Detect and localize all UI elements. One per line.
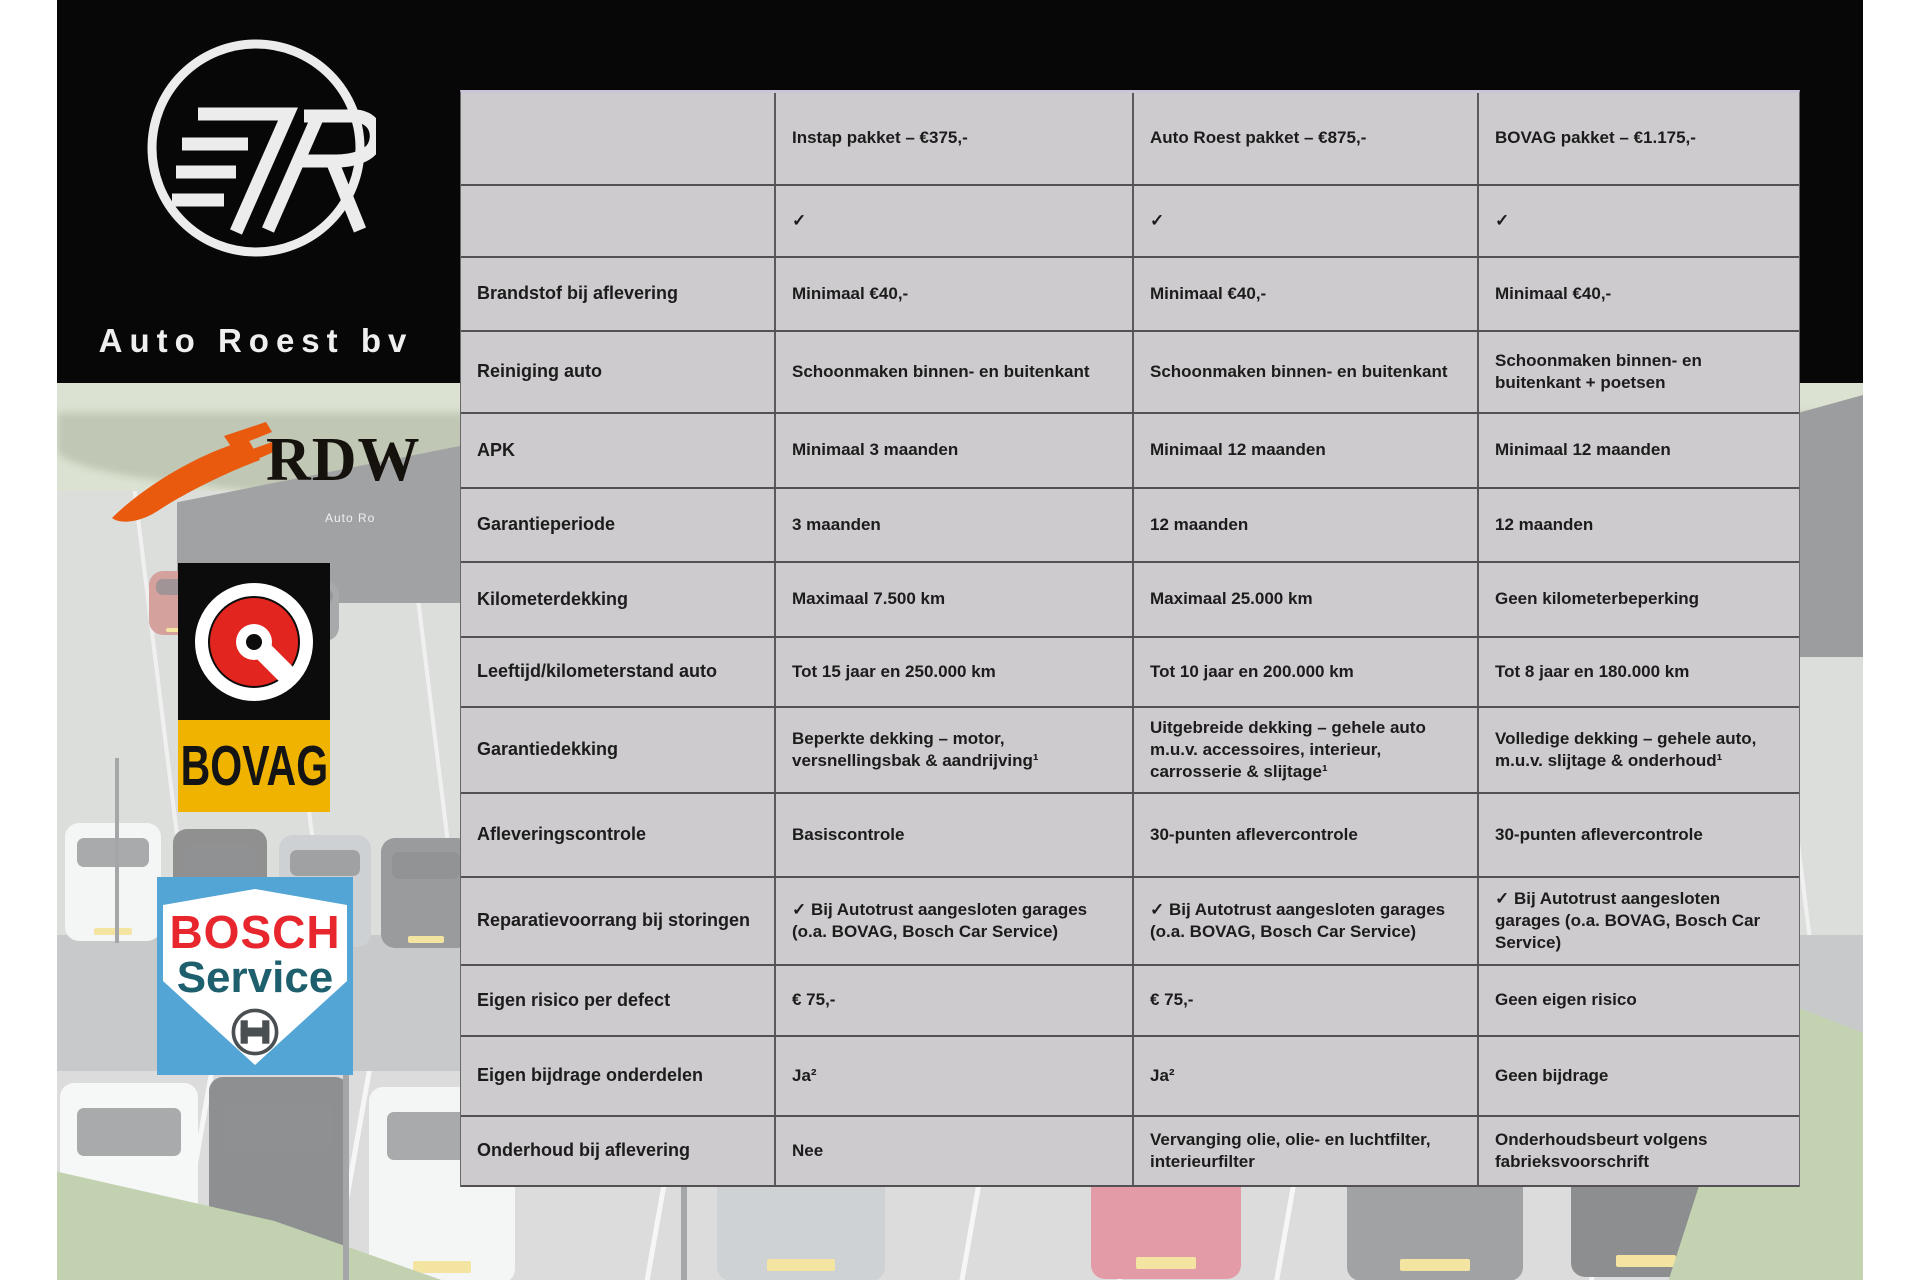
row-value: 12 maanden	[1132, 489, 1477, 561]
row-value: Tot 10 jaar en 200.000 km	[1132, 638, 1477, 706]
header-package-instap: Instap pakket – €375,-	[774, 93, 1132, 184]
table-row: Reparatievoorrang bij storingen ✓ Bij Aut…	[461, 878, 1799, 966]
row-label: Eigen risico per defect	[477, 989, 671, 1010]
table-row: Onderhoud bij aflevering Nee Vervanging ol…	[461, 1117, 1799, 1187]
table-row: Leeftijd/kilometerstand auto Tot 15 jaar …	[461, 638, 1799, 708]
row-value: Minimaal 12 maanden	[1477, 414, 1800, 487]
row-value: Beperkte dekking – motor, versnellingsba…	[774, 708, 1132, 792]
table-header-row: Instap pakket – €375,- Auto Roest pakket…	[461, 93, 1799, 186]
table-row: Garantiedekking Beperkte dekking – motor,…	[461, 708, 1799, 794]
bosch-service-wordmark: Service	[176, 953, 334, 1002]
bovag-emblem	[178, 563, 330, 720]
bosch-service-logo: BOSCH Service	[157, 877, 353, 1075]
row-label: Kilometerdekking	[477, 588, 629, 609]
row-value: Schoonmaken binnen- en buitenkant	[774, 332, 1132, 412]
row-value: 12 maanden	[1477, 489, 1800, 561]
row-value: Volledige dekking – gehele auto, m.u.v. …	[1477, 708, 1800, 792]
bovag-wordmark-box: BOVAG	[178, 720, 330, 812]
header-label-cell	[461, 93, 774, 184]
row-value: Minimaal 12 maanden	[1132, 414, 1477, 487]
row-label: Brandstof bij aflevering	[477, 283, 679, 304]
row-label: APK	[477, 439, 516, 460]
row-value: Schoonmaken binnen- en buitenkant + poet…	[1477, 332, 1800, 412]
row-label: Garantiedekking	[477, 739, 619, 760]
row-value: Nee	[774, 1117, 1132, 1185]
brand-name: Auto Roest bv	[98, 322, 414, 359]
brand-block: Auto Roest bv	[57, 0, 455, 383]
row-label: Eigen bijdrage onderdelen	[477, 1065, 704, 1086]
bosch-armature-icon	[231, 1008, 279, 1056]
row-label: Onderhoud bij aflevering	[477, 1140, 691, 1161]
row-value: Geen eigen risico	[1477, 966, 1800, 1035]
row-value: Basiscontrole	[774, 794, 1132, 876]
row-label: Leeftijd/kilometerstand auto	[477, 661, 718, 682]
row-value: ✓	[774, 186, 1132, 256]
row-value: Geen bijdrage	[1477, 1037, 1800, 1115]
row-value: € 75,-	[774, 966, 1132, 1035]
row-value: Schoonmaken binnen- en buitenkant	[1132, 332, 1477, 412]
row-value: ✓	[1132, 186, 1477, 256]
table-row: Eigen bijdrage onderdelen Ja² Ja² Geen bijd…	[461, 1037, 1799, 1117]
row-value: Minimaal €40,-	[1132, 258, 1477, 330]
table-row: Afleveringscontrole Basiscontrole 30-punte…	[461, 794, 1799, 878]
row-value: Minimaal 3 maanden	[774, 414, 1132, 487]
row-value: Minimaal €40,-	[1477, 258, 1800, 330]
rdw-swoosh-icon	[112, 422, 278, 522]
table-row: Eigen risico per defect € 75,- € 75,- Geen …	[461, 966, 1799, 1037]
bovag-logo: BOVAG	[178, 563, 330, 812]
row-value: Vervanging olie, olie- en luchtfilter, i…	[1132, 1117, 1477, 1185]
bosch-shield-icon	[163, 889, 347, 1065]
row-label	[461, 186, 774, 256]
bosch-wordmark: BOSCH	[169, 906, 341, 958]
row-value: Maximaal 25.000 km	[1132, 563, 1477, 636]
table-row: Brandstof bij aflevering Minimaal €40,- Mi…	[461, 258, 1799, 332]
row-value: Tot 15 jaar en 250.000 km	[774, 638, 1132, 706]
package-comparison-table: Instap pakket – €375,- Auto Roest pakket…	[460, 90, 1800, 1187]
row-value: Minimaal €40,-	[774, 258, 1132, 330]
row-value: Ja²	[1132, 1037, 1477, 1115]
table-row: Reiniging auto Schoonmaken binnen- en bui…	[461, 332, 1799, 414]
row-value: ✓ Bij Autotrust aangesloten garages (o.a…	[1132, 878, 1477, 964]
row-value: Maximaal 7.500 km	[774, 563, 1132, 636]
row-value: ✓ Bij Autotrust aangesloten garages (o.a…	[1477, 878, 1800, 964]
table-row: Kilometerdekking Maximaal 7.500 km Maximaa…	[461, 563, 1799, 638]
rdw-wordmark: RDW	[266, 426, 421, 494]
header-package-bovag: BOVAG pakket – €1.175,-	[1477, 93, 1800, 184]
table-row: APK Minimaal 3 maanden Minimaal 12 maanden…	[461, 414, 1799, 489]
bovag-wrench-head-icon	[236, 623, 272, 660]
row-label: Reparatievoorrang bij storingen	[477, 910, 751, 931]
row-value: Uitgebreide dekking – gehele auto m.u.v.…	[1132, 708, 1477, 792]
row-value: Onderhoudsbeurt volgens fabrieksvoorschr…	[1477, 1117, 1800, 1185]
rdw-logo: RDW	[108, 415, 420, 530]
table-row: Garantieperiode 3 maanden 12 maanden 12 maa…	[461, 489, 1799, 563]
row-value: Ja²	[774, 1037, 1132, 1115]
auto-roest-monogram-icon	[147, 39, 376, 257]
row-value: ✓ Bij Autotrust aangesloten garages (o.a…	[774, 878, 1132, 964]
bovag-wordmark: BOVAG	[180, 734, 328, 798]
row-value: 30-punten aflevercontrole	[1132, 794, 1477, 876]
row-label: Garantieperiode	[477, 514, 616, 535]
row-value: € 75,-	[1132, 966, 1477, 1035]
table-row: ✓ ✓ ✓	[461, 186, 1799, 258]
row-label: Reiniging auto	[477, 361, 602, 382]
row-value: 3 maanden	[774, 489, 1132, 561]
row-value: Tot 8 jaar en 180.000 km	[1477, 638, 1800, 706]
row-label: Afleveringscontrole	[477, 824, 647, 845]
row-value: Geen kilometerbeperking	[1477, 563, 1800, 636]
row-value: 30-punten aflevercontrole	[1477, 794, 1800, 876]
row-value: ✓	[1477, 186, 1800, 256]
header-package-auto-roest: Auto Roest pakket – €875,-	[1132, 93, 1477, 184]
package-table-rows: ✓ ✓ ✓ Brandstof bij aflevering Minimaal €40,…	[461, 186, 1799, 1187]
